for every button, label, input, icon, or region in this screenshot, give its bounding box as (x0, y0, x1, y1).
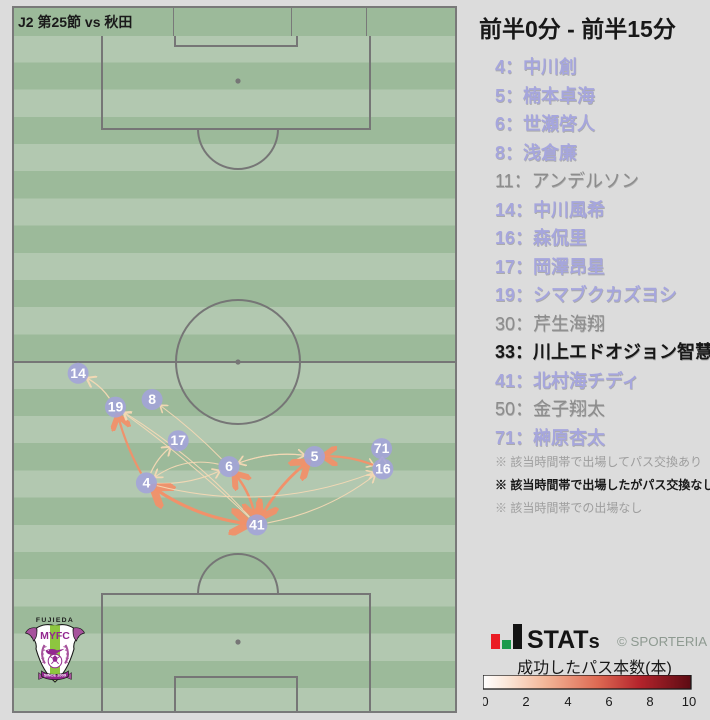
svg-text:MYFC: MYFC (40, 630, 70, 642)
svg-text:© SPORTERIA: © SPORTERIA (617, 634, 707, 649)
svg-text:SINCE 2009: SINCE 2009 (44, 672, 67, 677)
svg-text:FUJIEDA: FUJIEDA (36, 617, 74, 624)
svg-text:14: 14 (70, 365, 86, 381)
svg-text:10: 10 (682, 694, 696, 709)
svg-text:17: 17 (170, 432, 186, 448)
svg-text:8: 8 (148, 391, 156, 407)
svg-text:4: 4 (564, 694, 571, 709)
svg-text:0: 0 (483, 694, 489, 709)
svg-text:4: 4 (143, 474, 151, 490)
svg-text:2: 2 (522, 694, 529, 709)
svg-text:16: 16 (375, 460, 391, 476)
svg-text:19: 19 (108, 399, 124, 415)
svg-text:71: 71 (374, 440, 390, 456)
svg-text:5: 5 (311, 448, 319, 464)
svg-text:STATs: STATs (527, 626, 600, 654)
svg-text:41: 41 (249, 516, 265, 532)
svg-text:6: 6 (605, 694, 612, 709)
svg-text:8: 8 (646, 694, 653, 709)
svg-text:6: 6 (225, 458, 233, 474)
